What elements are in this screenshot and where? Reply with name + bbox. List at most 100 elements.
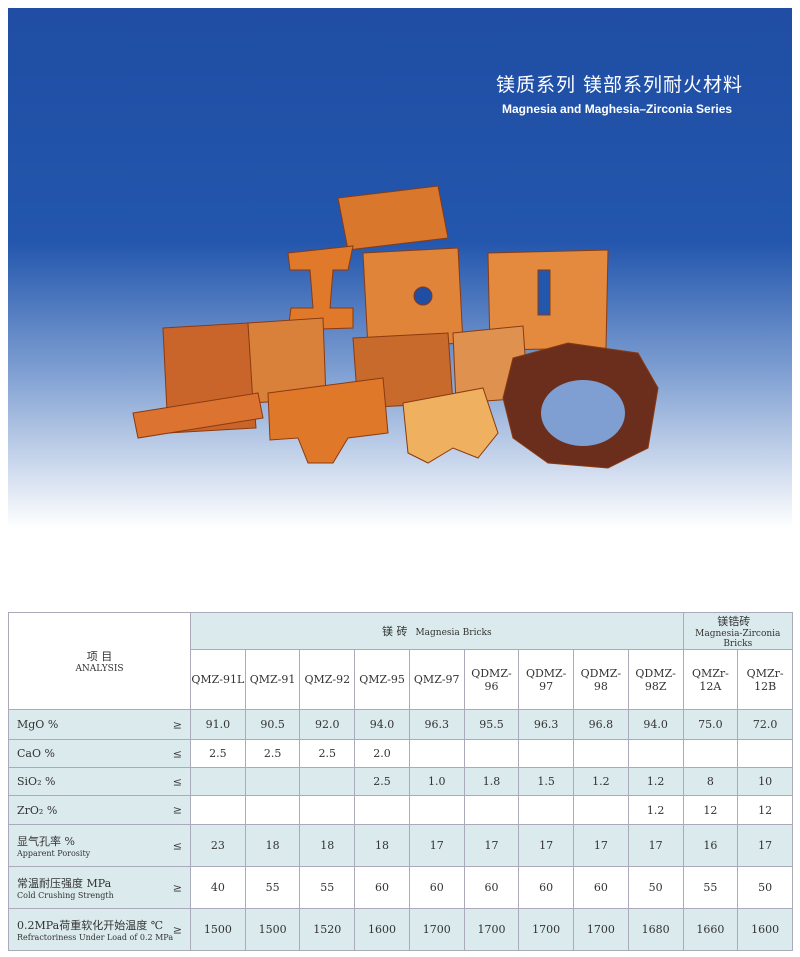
label-sub: Refractoriness Under Load of 0.2 MPa [17, 933, 174, 942]
value-cell [518, 739, 575, 768]
value-cell: 1700 [408, 908, 465, 951]
value-cell: 96.3 [518, 709, 575, 740]
value-cell: 1700 [463, 908, 520, 951]
value-cell [627, 739, 684, 768]
value-cell [244, 795, 301, 825]
value-cell: 1.2 [627, 795, 684, 825]
value-cell: 1680 [627, 908, 684, 951]
analysis-cell: 项 目 ANALYSIS [8, 612, 191, 710]
grade-header: QDMZ-96 [463, 649, 520, 710]
grade-header: QMZr-12A [682, 649, 739, 710]
grade-header: QDMZ-97 [518, 649, 575, 710]
value-cell: 1600 [354, 908, 410, 951]
value-cell: 1500 [190, 908, 246, 951]
operator: ≤ [172, 747, 182, 760]
bricks-photo [132, 185, 659, 469]
label-text: CaO % [17, 747, 55, 760]
value-cell [354, 795, 410, 825]
value-cell: 1600 [737, 908, 793, 951]
value-cell [408, 739, 465, 768]
value-cell: 12 [682, 795, 739, 825]
grade-row: QMZ-91L QMZ-91 QMZ-92 QMZ-95 QMZ-97 QDMZ-96 QD… [9, 649, 793, 710]
value-cell [408, 795, 465, 825]
value-cell: 12 [737, 795, 793, 825]
value-cell: 96.8 [573, 709, 629, 740]
row-label: 0.2MPa荷重软化开始温度 ℃ Refractoriness Under Loa… [8, 908, 191, 951]
value-cell: 17 [737, 824, 793, 867]
label-text: 显气孔率 % [17, 835, 75, 848]
analysis-en: ANALYSIS [75, 664, 124, 674]
value-cell: 2.5 [354, 767, 410, 796]
value-cell: 90.5 [244, 709, 301, 740]
value-cell: 17 [518, 824, 575, 867]
data-row: CaO % ≤2.5 2.5 2.5 2.0 [8, 739, 793, 768]
value-cell: 94.0 [354, 709, 410, 740]
value-cell [299, 795, 356, 825]
label-text: 0.2MPa荷重软化开始温度 ℃ [17, 919, 164, 932]
data-row: 常温耐压强度 MPa Cold Crushing Strength ≥40 55 55 6… [8, 866, 793, 909]
data-row: ZrO₂ % ≥1.2 12 12 [8, 795, 793, 825]
value-cell: 2.5 [190, 739, 246, 768]
value-cell: 50 [737, 866, 793, 909]
operator: ≤ [172, 775, 182, 788]
grade-header: QMZ-91L [190, 649, 246, 710]
group-en: Magnesia Bricks [415, 628, 492, 638]
value-cell: 91.0 [190, 709, 246, 740]
value-cell [573, 795, 629, 825]
grade-header: QMZ-97 [408, 649, 465, 710]
value-cell: 18 [354, 824, 410, 867]
value-cell: 1660 [682, 908, 739, 951]
grade-header: QDMZ-98 [573, 649, 629, 710]
analysis-cn: 项 目 [86, 650, 113, 663]
value-cell: 60 [573, 866, 629, 909]
value-cell: 17 [573, 824, 629, 867]
operator: ≤ [172, 839, 182, 852]
row-label: CaO % ≤ [8, 739, 191, 768]
value-cell [190, 767, 246, 796]
label-sub: Cold Crushing Strength [17, 891, 114, 900]
data-row: 0.2MPa荷重软化开始温度 ℃ Refractoriness Under Loa… [8, 908, 793, 951]
value-cell: 17 [627, 824, 684, 867]
data-row: SiO₂ % ≤2.5 1.0 1.8 1.5 1.2 1.2 8 10 [8, 767, 793, 796]
data-row: MgO % ≥91.0 90.5 92.0 94.0 96.3 95.5 96.3 96.8 94… [8, 709, 793, 740]
value-cell: 55 [299, 866, 356, 909]
operator: ≥ [172, 803, 182, 817]
operator: ≥ [172, 923, 182, 936]
value-cell: 1.0 [408, 767, 465, 796]
value-cell: 23 [190, 824, 246, 867]
grade-header: QMZr-12B [737, 649, 793, 710]
value-cell: 17 [463, 824, 520, 867]
row-label: SiO₂ % ≤ [8, 767, 191, 796]
value-cell [518, 795, 575, 825]
group-cn: 镁锆砖 [717, 615, 751, 628]
value-cell: 94.0 [627, 709, 684, 740]
value-cell [463, 739, 520, 768]
row-label: MgO % ≥ [8, 709, 191, 740]
operator: ≥ [172, 881, 182, 894]
value-cell: 16 [682, 824, 739, 867]
spec-table: 项 目 ANALYSIS 镁 砖 Magnesia Bricks 镁锆砖 Magnesia… [8, 612, 794, 951]
value-cell: 1.2 [627, 767, 684, 796]
row-label: 常温耐压强度 MPa Cold Crushing Strength ≥ [8, 866, 191, 909]
value-cell: 18 [244, 824, 301, 867]
group-row: 项 目 ANALYSIS 镁 砖 Magnesia Bricks 镁锆砖 Magnesia… [8, 612, 794, 710]
title-en: Magnesia and Maghesia–Zirconia Series [502, 102, 733, 116]
row-label: 显气孔率 % Apparent Porosity ≤ [8, 824, 191, 867]
value-cell: 60 [463, 866, 520, 909]
value-cell: 1.8 [463, 767, 520, 796]
value-cell: 72.0 [737, 709, 793, 740]
value-cell: 2.5 [299, 739, 356, 768]
group-cn: 镁 砖 [381, 625, 408, 638]
value-cell: 1520 [299, 908, 356, 951]
grade-header: QMZ-92 [299, 649, 356, 710]
group-header: 镁锆砖 Magnesia-Zirconia Bricks [682, 612, 794, 650]
value-cell: 95.5 [463, 709, 520, 740]
value-cell [244, 767, 301, 796]
label-text: 常温耐压强度 MPa [17, 877, 112, 890]
value-cell: 55 [682, 866, 739, 909]
value-cell: 60 [408, 866, 465, 909]
title-cn: 镁质系列 镁部系列耐火材料 [496, 74, 744, 96]
value-cell [190, 795, 246, 825]
value-cell: 10 [737, 767, 793, 796]
value-cell: 50 [627, 866, 684, 909]
